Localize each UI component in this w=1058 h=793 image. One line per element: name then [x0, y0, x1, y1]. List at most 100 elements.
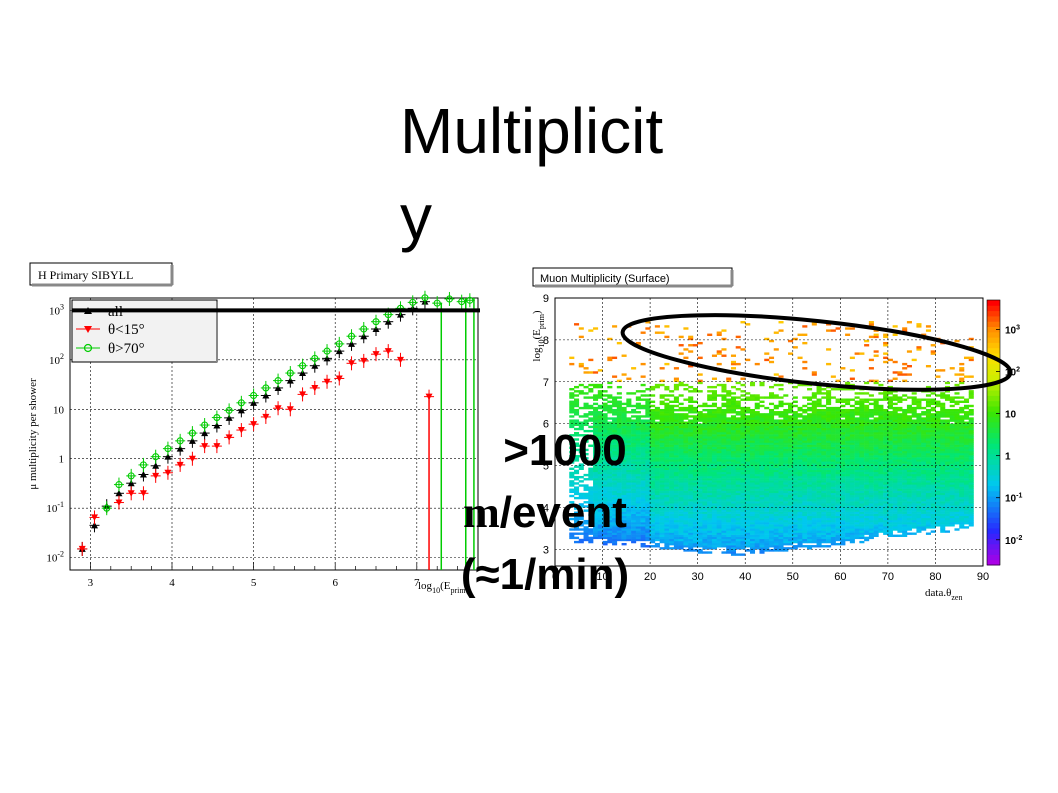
heat-cell	[673, 478, 679, 481]
heat-cell	[645, 398, 651, 401]
heat-cell	[740, 499, 746, 502]
heat-cell	[830, 417, 836, 420]
heat-cell	[669, 519, 675, 523]
heat-cell	[607, 421, 613, 424]
heat-cell	[716, 461, 722, 464]
heat-cell	[616, 528, 622, 531]
heat-cell	[650, 515, 656, 519]
heat-cell	[878, 505, 884, 508]
heat-cell	[616, 478, 622, 481]
heat-cell	[749, 538, 756, 542]
heat-cell	[664, 452, 670, 456]
heat-cell	[840, 367, 846, 370]
left-point-s2-18	[323, 347, 331, 355]
heat-cell	[878, 517, 884, 521]
heat-cell	[697, 452, 703, 456]
heat-cell	[635, 475, 641, 479]
heat-cell	[883, 528, 889, 531]
heat-cell	[602, 532, 608, 535]
heat-cell	[678, 494, 684, 498]
heat-cell	[673, 501, 679, 504]
heat-cell	[597, 524, 603, 527]
heat-cell	[721, 475, 727, 479]
heat-cell	[612, 325, 618, 328]
heat-cell	[645, 434, 651, 437]
heat-cell	[673, 505, 679, 508]
heat-cell	[769, 536, 775, 540]
heat-cell	[664, 534, 670, 537]
heat-cell	[811, 538, 817, 542]
heat-cell	[754, 519, 760, 523]
heat-cell	[692, 540, 698, 544]
heat-cell	[811, 494, 817, 498]
heat-cell	[631, 419, 637, 422]
heat-cell	[635, 515, 641, 519]
heat-cell	[654, 526, 660, 529]
heat-cell	[868, 496, 874, 500]
heat-cell	[659, 501, 665, 504]
heat-cell	[769, 482, 775, 485]
heat-cell	[788, 532, 794, 535]
heat-cell	[721, 507, 727, 510]
heat-cell	[859, 442, 865, 445]
heat-cell	[678, 522, 684, 525]
heat-cell	[692, 406, 698, 410]
heat-cell	[683, 513, 689, 517]
heat-cell	[735, 465, 741, 468]
heat-cell	[845, 524, 851, 527]
heat-cell	[654, 492, 660, 496]
heat-cell	[626, 436, 632, 439]
heat-cell	[778, 473, 784, 477]
heat-cell	[854, 442, 860, 445]
heat-cell	[816, 457, 822, 460]
heat-cell	[726, 507, 732, 510]
heat-cell	[821, 425, 827, 429]
heat-cell	[826, 526, 832, 529]
heat-cell	[702, 408, 708, 412]
heat-cell	[826, 511, 832, 514]
heat-cell	[621, 490, 627, 494]
heat-cell	[597, 404, 603, 408]
heat-cell	[835, 505, 841, 508]
heat-cell	[883, 482, 889, 485]
heat-cell	[688, 350, 694, 353]
heat-cell	[745, 419, 751, 422]
heat-cell	[612, 457, 618, 460]
heat-cell	[673, 480, 679, 483]
heat-cell	[683, 406, 689, 410]
heat-cell	[735, 444, 741, 447]
heat-cell	[754, 499, 760, 502]
heat-cell	[783, 509, 789, 512]
heat-cell	[616, 463, 622, 466]
heat-cell	[835, 388, 841, 391]
heat-cell	[645, 484, 651, 487]
heat-cell	[692, 522, 698, 525]
heat-cell	[578, 532, 584, 535]
heat-cell	[616, 530, 622, 533]
heat-cell	[626, 522, 632, 525]
heat-cell	[602, 432, 608, 435]
heat-cell	[697, 448, 703, 452]
heat-cell	[740, 452, 746, 456]
heat-cell	[740, 482, 746, 485]
heat-cell	[721, 417, 727, 420]
heat-cell	[721, 515, 727, 519]
heat-cell	[664, 444, 670, 447]
heat-cell	[878, 423, 884, 427]
heat-cell	[692, 511, 698, 514]
heat-cell	[759, 490, 765, 494]
heat-cell	[826, 396, 832, 399]
heat-cell	[816, 392, 822, 395]
heat-cell	[854, 440, 860, 443]
heat-cell	[626, 440, 632, 443]
heat-cell	[716, 526, 722, 529]
heat-cell	[864, 501, 870, 504]
heat-cell	[859, 457, 865, 460]
heat-cell	[574, 532, 580, 535]
heat-cell	[607, 429, 613, 433]
heat-cell	[826, 402, 832, 406]
heat-cell	[769, 408, 775, 412]
heat-cell	[749, 501, 756, 504]
heat-cell	[692, 440, 698, 443]
heat-cell	[859, 408, 865, 412]
